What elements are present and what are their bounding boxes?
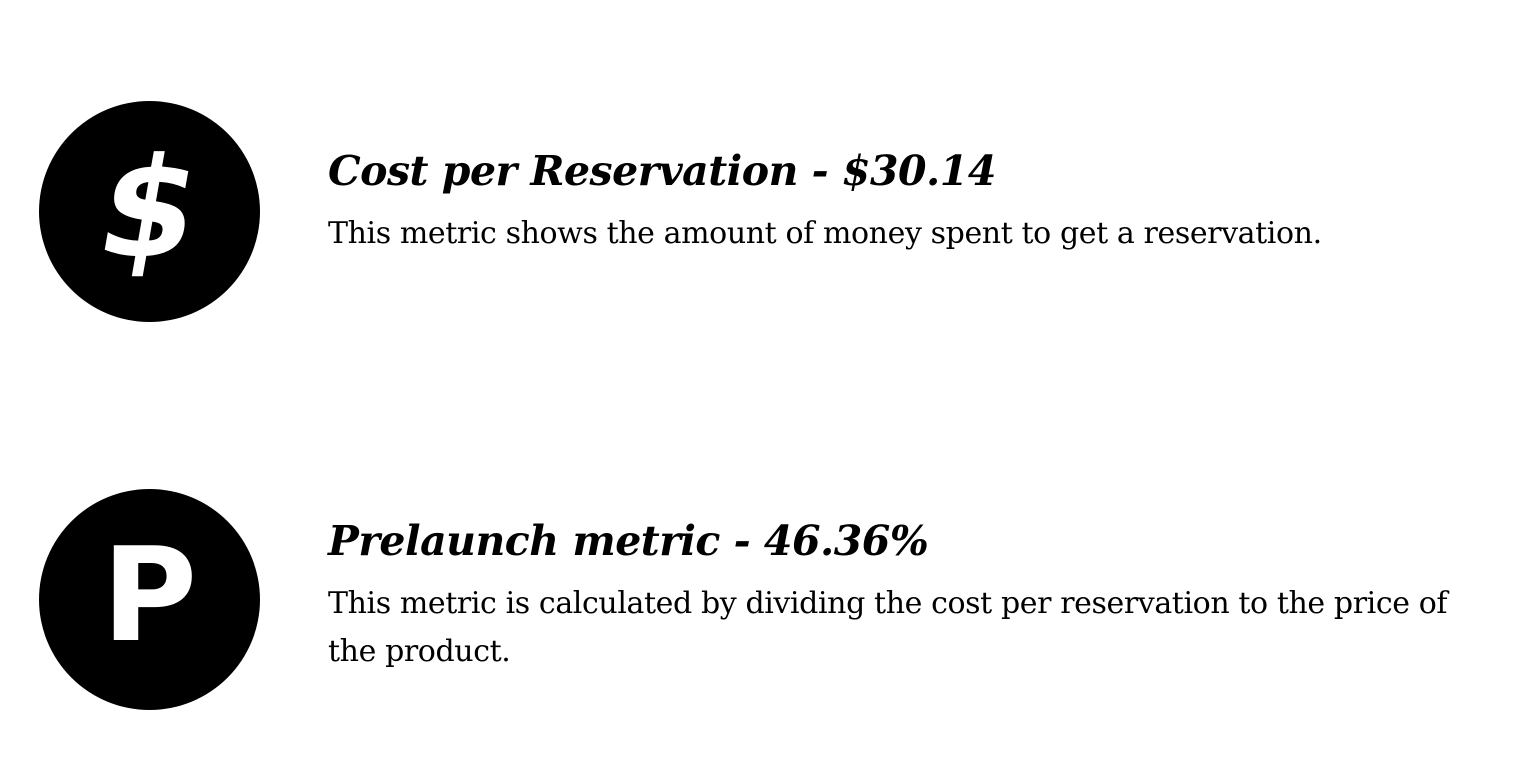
metric-description-prelaunch: This metric is calculated by dividing th… [328,586,1448,669]
dollar-circle-icon: $ [39,101,260,322]
metric-title-prelaunch: Prelaunch metric - 46.36% [328,517,929,565]
p-circle-icon: P [39,489,260,710]
metric-title-cost-per-reservation: Cost per Reservation - $30.14 [328,147,996,195]
metric-description-cost-per-reservation: This metric shows the amount of money sp… [328,216,1322,251]
p-letter-icon: P [101,518,198,671]
metric-text-block: Prelaunch metric - 46.36% This metric is… [328,489,1463,676]
dollar-sign-icon: $ [87,127,212,289]
metric-text-block: Cost per Reservation - $30.14 This metri… [328,101,1463,258]
